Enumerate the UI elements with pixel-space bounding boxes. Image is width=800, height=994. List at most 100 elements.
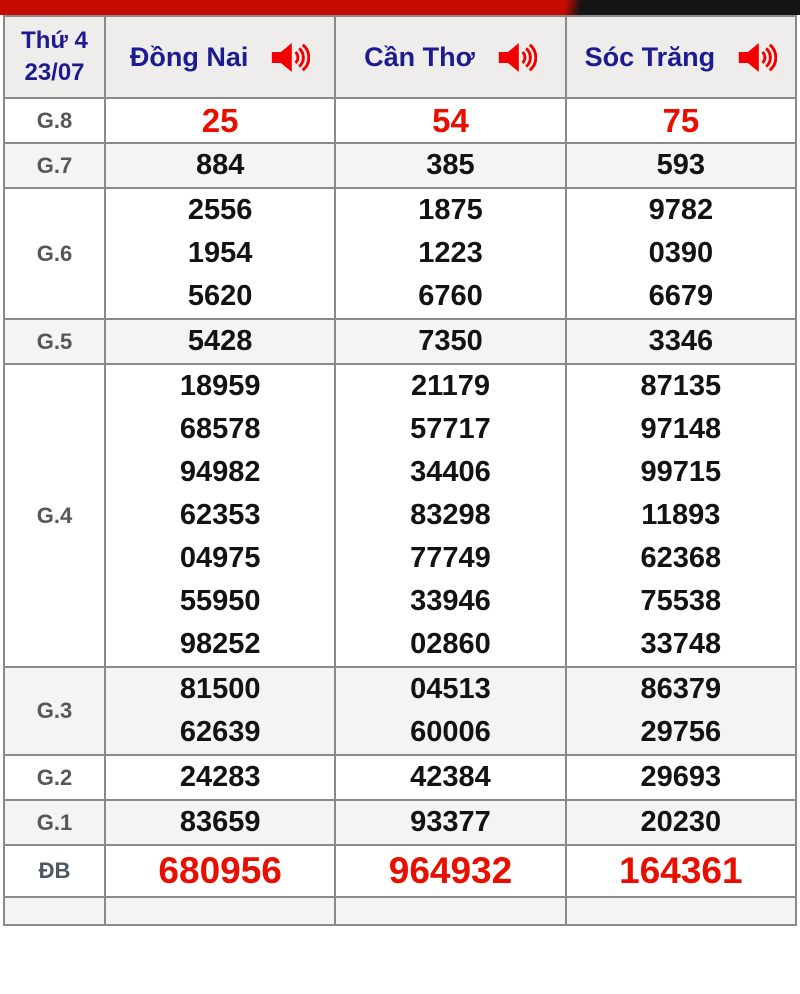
prize-cell: 86379 29756: [564, 666, 798, 756]
result-number: 42384: [410, 761, 491, 793]
prize-cell: 9782 0390 6679: [564, 187, 798, 320]
prize-cell: 680956: [103, 844, 337, 898]
result-number: 54: [432, 102, 469, 139]
header-row: Thứ 4 23/07 Đồng Nai Cần Thơ Sóc Trăng: [3, 15, 798, 99]
result-number: 25: [201, 102, 239, 139]
partial-cell: [103, 896, 337, 926]
prize-cell: 1875 1223 6760: [334, 187, 567, 320]
result-number: 60006: [410, 716, 491, 748]
prize-row-b: ĐB 680956 964932 164361: [3, 844, 798, 898]
partial-next-row: [3, 896, 798, 926]
speaker-icon[interactable]: [497, 41, 537, 74]
result-number: 77749: [410, 542, 491, 574]
result-number: 29693: [640, 761, 722, 793]
lottery-results-wrapper: Thứ 4 23/07 Đồng Nai Cần Thơ Sóc Trăng G.8…: [3, 15, 798, 926]
prize-cell: 7350: [334, 318, 567, 365]
prize-label: G.4: [3, 363, 106, 668]
result-number: 62368: [640, 542, 722, 574]
prize-cell: 42384: [334, 754, 567, 801]
result-number: 5428: [187, 325, 253, 357]
result-number: 1223: [418, 237, 483, 269]
prize-row-g8: G.8 25 54 75: [3, 97, 798, 144]
prize-row-g7: G.7 884 385 593: [3, 142, 798, 189]
result-number: 1954: [187, 237, 253, 269]
province-name[interactable]: Đồng Nai: [129, 41, 249, 72]
result-number: 04975: [179, 542, 261, 574]
prize-cell: 81500 62639: [103, 666, 337, 756]
prize-cell: 20230: [564, 799, 798, 846]
province-name[interactable]: Sóc Trăng: [584, 41, 716, 72]
result-number: 680956: [158, 850, 282, 891]
speaker-icon[interactable]: [737, 41, 778, 74]
result-number: 33748: [640, 628, 722, 660]
result-number: 11893: [641, 499, 721, 531]
partial-cell: [3, 896, 106, 926]
province-header-2: Sóc Trăng: [564, 15, 798, 99]
result-number: 20230: [640, 806, 722, 838]
result-number: 68578: [179, 413, 261, 445]
prize-cell: 75: [564, 97, 798, 144]
result-number: 02860: [410, 628, 491, 660]
prize-row-g2: G.2 24283 42384 29693: [3, 754, 798, 801]
result-number: 164361: [619, 850, 743, 891]
prize-row-g6: G.6 2556 1954 5620 1875 1223 6760 9782 0390 6679: [3, 187, 798, 320]
prize-label: G.3: [3, 666, 106, 756]
result-number: 62639: [179, 716, 261, 748]
result-number: 93377: [410, 806, 491, 838]
prize-cell: 93377: [334, 799, 567, 846]
result-number: 7350: [418, 325, 483, 357]
result-number: 87135: [640, 370, 722, 402]
result-number: 83298: [410, 499, 491, 531]
prize-label: G.7: [3, 142, 106, 189]
result-number: 9782: [648, 194, 714, 226]
result-number: 5620: [187, 280, 253, 312]
prize-cell: 18959 68578 94982 62353 04975 55950 98252: [103, 363, 337, 668]
prize-cell: 385: [334, 142, 567, 189]
result-number: 57717: [410, 413, 491, 445]
prize-label: G.5: [3, 318, 106, 365]
prize-cell: 04513 60006: [334, 666, 567, 756]
province-name[interactable]: Cần Thơ: [364, 41, 475, 72]
prize-cell: 87135 97148 99715 11893 62368 75538 33748: [564, 363, 798, 668]
prize-cell: 164361: [564, 844, 798, 898]
result-number: 04513: [410, 673, 491, 705]
prize-row-g5: G.5 5428 7350 3346: [3, 318, 798, 365]
result-number: 81500: [179, 673, 261, 705]
result-number: 3346: [648, 325, 714, 357]
result-number: 964932: [388, 850, 513, 891]
result-number: 2556: [187, 194, 253, 226]
prize-cell: 3346: [564, 318, 798, 365]
prize-label: G.2: [3, 754, 106, 801]
prize-cell: 29693: [564, 754, 798, 801]
prize-cell: 5428: [103, 318, 337, 365]
result-number: 99715: [640, 456, 722, 488]
prize-cell: 593: [564, 142, 798, 189]
speaker-icon[interactable]: [270, 41, 311, 74]
prize-cell: 21179 57717 34406 83298 77749 33946 02860: [334, 363, 567, 668]
table-header: Thứ 4 23/07 Đồng Nai Cần Thơ Sóc Trăng: [3, 15, 798, 99]
result-number: 98252: [179, 628, 261, 660]
results-body: G.8 25 54 75 G.7 884 385 593 G.6 2556 1954 5620 1875…: [3, 97, 798, 926]
draw-weekday: Thứ 4: [21, 27, 88, 54]
result-number: 94982: [179, 456, 261, 488]
prize-cell: 964932: [334, 844, 567, 898]
result-number: 75538: [640, 585, 722, 617]
prize-cell: 24283: [103, 754, 337, 801]
province-header-0: Đồng Nai: [103, 15, 337, 99]
result-number: 21179: [410, 370, 491, 402]
result-number: 884: [195, 149, 245, 181]
result-number: 83659: [179, 806, 261, 838]
prize-cell: 2556 1954 5620: [103, 187, 337, 320]
lottery-results-table: Thứ 4 23/07 Đồng Nai Cần Thơ Sóc Trăng G.8…: [3, 15, 798, 926]
result-number: 62353: [179, 499, 261, 531]
prize-row-g3: G.3 81500 62639 04513 60006 86379 29756: [3, 666, 798, 756]
result-number: 97148: [640, 413, 722, 445]
partial-cell: [564, 896, 798, 926]
result-number: 0390: [648, 237, 714, 269]
prize-label: G.6: [3, 187, 106, 320]
partial-cell: [334, 896, 567, 926]
result-number: 86379: [640, 673, 722, 705]
result-number: 24283: [179, 761, 261, 793]
top-banner: [0, 0, 800, 15]
prize-cell: 83659: [103, 799, 337, 846]
